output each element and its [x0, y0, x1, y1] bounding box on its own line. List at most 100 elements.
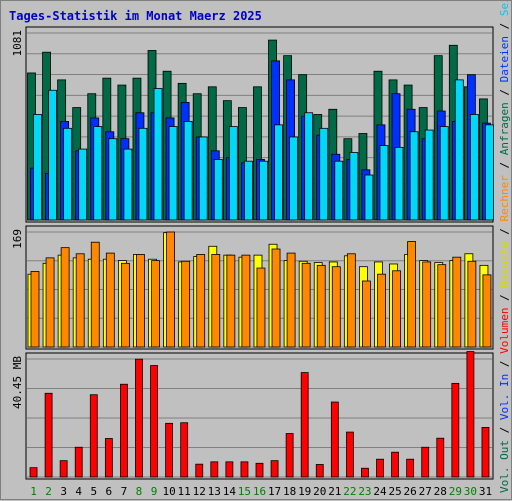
bar-seiten-day-7 [123, 148, 133, 221]
x-tick-label-day-17: 17 [268, 485, 281, 498]
bar-volumen-day-26 [406, 458, 415, 478]
bar-rechner-day-21 [331, 266, 341, 348]
bar-volumen-day-9 [150, 365, 158, 478]
bar-seiten-day-18 [289, 136, 298, 221]
panel-visits: 169 [11, 225, 494, 350]
x-tick-label-day-14: 14 [223, 485, 237, 498]
bar-seiten-day-3 [63, 127, 73, 221]
x-tick-label-day-20: 20 [313, 485, 326, 498]
x-tick-label-day-18: 18 [283, 485, 296, 498]
bar-rechner-day-16 [256, 267, 266, 348]
x-tick-label-day-24: 24 [373, 485, 387, 498]
legend-separator: / [498, 420, 511, 440]
bar-volumen-day-21 [330, 401, 339, 478]
legend-item-dateien: Dateien [498, 36, 511, 82]
bar-rechner-day-28 [437, 264, 447, 348]
bar-seiten-day-26 [409, 131, 419, 221]
bar-volumen-day-19 [300, 372, 309, 478]
bar-seiten-day-29 [454, 79, 464, 221]
bar-volumen-day-5 [89, 394, 98, 478]
x-tick-label-day-16: 16 [253, 485, 266, 498]
bar-seiten-day-10 [168, 126, 178, 221]
legend-item-anfragen: Anfragen [498, 102, 511, 155]
bar-seiten-day-27 [424, 129, 434, 221]
x-tick-label-day-2: 2 [45, 485, 52, 498]
bar-volumen-day-23 [361, 467, 369, 478]
x-tick-label-day-3: 3 [60, 485, 67, 498]
bar-rechner-day-24 [377, 273, 386, 348]
x-tick-label-day-15: 15 [238, 485, 251, 498]
bar-volumen-day-16 [255, 462, 264, 478]
bar-rechner-day-23 [362, 280, 371, 348]
legend-separator: / [498, 288, 511, 308]
bar-rechner-day-30 [467, 260, 477, 348]
bar-volumen-day-29 [451, 382, 460, 478]
bar-seiten-day-28 [439, 126, 449, 221]
bar-rechner-day-14 [226, 254, 236, 348]
bar-rechner-day-26 [407, 241, 417, 348]
bar-rechner-day-5 [90, 241, 100, 348]
bar-volumen-day-25 [391, 451, 399, 478]
bar-volumen-day-10 [165, 422, 174, 478]
legend-separator: / [498, 82, 511, 102]
bar-seiten-day-23 [364, 174, 374, 221]
x-tick-label-day-27: 27 [419, 485, 432, 498]
bar-rechner-day-11 [181, 260, 191, 348]
bar-rechner-day-18 [286, 252, 296, 348]
legend-separator: / [498, 155, 511, 175]
bar-rechner-day-2 [45, 257, 55, 348]
bar-rechner-day-4 [75, 253, 85, 348]
bar-volumen-day-14 [225, 461, 234, 478]
bar-seiten-day-30 [469, 114, 479, 221]
bar-seiten-day-22 [349, 152, 359, 221]
bar-rechner-day-29 [452, 256, 462, 348]
legend-item-besuche: Besuche [498, 241, 511, 287]
x-tick-label-day-25: 25 [388, 485, 401, 498]
bar-rechner-day-8 [136, 254, 145, 348]
legend-item-vol-out: Vol. Out [498, 440, 511, 493]
bar-rechner-day-3 [60, 247, 70, 348]
bar-volumen-day-6 [104, 438, 113, 478]
x-tick-label-day-7: 7 [121, 485, 128, 498]
bar-volumen-day-31 [481, 427, 490, 478]
bar-seiten-day-8 [138, 127, 148, 221]
bar-rechner-day-10 [166, 231, 175, 348]
bar-rechner-day-19 [301, 262, 311, 348]
bar-rechner-day-9 [151, 260, 160, 348]
bar-volumen-day-11 [180, 422, 189, 478]
bar-seiten-day-5 [93, 126, 103, 221]
bar-volumen-day-22 [345, 431, 354, 478]
x-tick-label-day-10: 10 [162, 485, 175, 498]
legend-item-rechner: Rechner [498, 175, 511, 222]
bar-seiten-day-20 [319, 127, 329, 221]
panel-border [25, 225, 494, 350]
legend-separator: / [498, 354, 511, 374]
x-tick-label-day-4: 4 [75, 485, 82, 498]
x-tick-label-day-5: 5 [90, 485, 97, 498]
bar-seiten-day-15 [244, 160, 253, 221]
bar-volumen-day-15 [240, 461, 249, 478]
x-tick-label-day-28: 28 [434, 485, 447, 498]
bar-seiten-day-9 [153, 88, 163, 221]
bar-volumen-day-30 [466, 351, 475, 478]
x-tick-label-day-23: 23 [358, 485, 371, 498]
bar-seiten-day-6 [108, 138, 118, 221]
legend-separator: / [498, 221, 511, 241]
x-tick-label-day-22: 22 [343, 485, 356, 498]
bar-volumen-day-20 [315, 464, 324, 478]
bar-seiten-day-2 [48, 89, 57, 221]
bar-seiten-day-11 [183, 120, 193, 221]
bar-rechner-day-25 [392, 270, 401, 348]
y-axis-max-label: 40.45 MB [11, 356, 24, 409]
bar-seiten-day-14 [228, 126, 238, 221]
bar-seiten-day-12 [198, 136, 208, 221]
x-tick-label-day-12: 12 [193, 485, 206, 498]
bar-seiten-day-31 [485, 124, 494, 221]
bar-volumen-day-2 [44, 392, 53, 478]
bar-rechner-day-20 [316, 264, 326, 348]
bar-rechner-day-1 [30, 271, 40, 348]
bar-seiten-day-16 [259, 160, 268, 221]
bar-seiten-day-21 [334, 160, 344, 221]
bar-volumen-day-4 [74, 446, 83, 478]
